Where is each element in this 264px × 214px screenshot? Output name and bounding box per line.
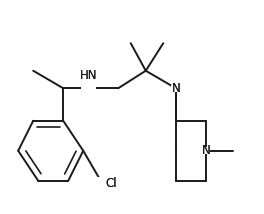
Text: HN: HN <box>79 69 97 82</box>
Text: N: N <box>171 82 180 95</box>
Text: Cl: Cl <box>106 177 117 190</box>
FancyBboxPatch shape <box>94 177 108 184</box>
Text: HN: HN <box>79 69 97 82</box>
Text: Cl: Cl <box>106 177 117 190</box>
FancyBboxPatch shape <box>81 85 96 92</box>
FancyBboxPatch shape <box>171 85 180 92</box>
FancyBboxPatch shape <box>201 147 210 154</box>
Text: N: N <box>201 144 210 157</box>
Text: N: N <box>171 82 180 95</box>
Text: N: N <box>201 144 210 157</box>
